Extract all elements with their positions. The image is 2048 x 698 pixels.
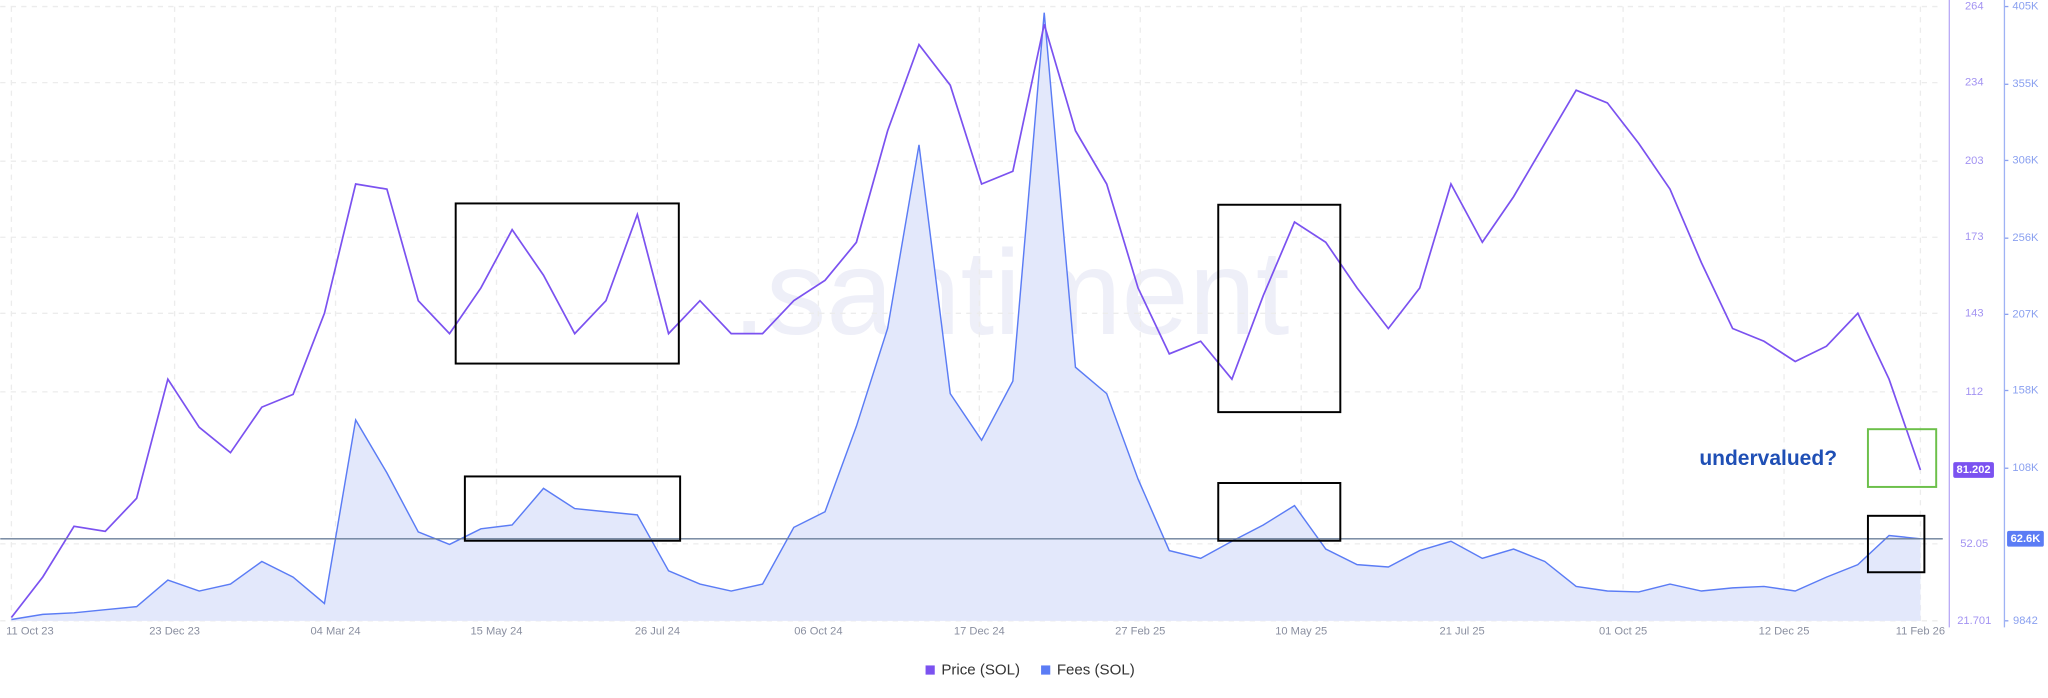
y2-tick-label: 256K — [2012, 232, 2039, 244]
x-tick-label: 17 Dec 24 — [954, 625, 1005, 637]
current-label: 81.202 — [1957, 464, 1991, 476]
legend-swatch — [1041, 665, 1051, 675]
fees-area — [11, 12, 1921, 621]
current-label: 62.6K — [2011, 533, 2041, 545]
box — [1217, 203, 1342, 414]
y2-tick-label: 405K — [2012, 1, 2039, 13]
x-tick-label: 21 Jul 25 — [1440, 625, 1485, 637]
x-tick-label: 10 May 25 — [1275, 625, 1327, 637]
box — [1866, 428, 1938, 488]
y-tick-label: 52.05 — [1960, 538, 1988, 550]
y-tick-label: 234 — [1965, 77, 1984, 89]
y-tick-label: 173 — [1965, 231, 1984, 243]
y-tick-label: 112 — [1965, 386, 1983, 398]
y2-tick-label: 108K — [2012, 462, 2039, 474]
y-tick-label: 264 — [1965, 1, 1984, 13]
x-tick-label: 27 Feb 25 — [1115, 625, 1165, 637]
series-line — [10, 24, 1922, 619]
current-badge — [2007, 530, 2044, 547]
current-badge — [1953, 462, 1994, 478]
x-tick-label: 11 Oct 23 — [6, 625, 53, 637]
legend-swatch — [925, 665, 935, 675]
x-tick-label: 11 Feb 26 — [1896, 625, 1945, 637]
x-tick-label: 26 Jul 24 — [635, 625, 680, 637]
x-tick-label: 15 May 24 — [470, 625, 522, 637]
box — [1217, 482, 1342, 542]
x-tick-label: 06 Oct 24 — [794, 625, 842, 637]
y-tick-label: 21.701 — [1957, 615, 1991, 627]
series-line — [11, 12, 1921, 621]
legend-label: Price (SOL) — [941, 662, 1020, 679]
y2-tick-label: 207K — [2012, 308, 2039, 320]
x-tick-label: 04 Mar 24 — [310, 625, 360, 637]
y-tick-label: 203 — [1965, 155, 1984, 167]
legend-label: Fees (SOL) — [1057, 662, 1135, 679]
box — [463, 475, 682, 542]
box — [454, 202, 680, 365]
annotation: undervalued? — [1699, 447, 1837, 470]
x-tick-label: 23 Dec 23 — [149, 625, 200, 637]
y2-tick-label: 158K — [2012, 384, 2039, 396]
x-tick-label: 01 Oct 25 — [1599, 625, 1647, 637]
y-tick-label: 143 — [1965, 307, 1984, 319]
highlight-boxes — [454, 202, 1938, 574]
x-tick-label: 12 Dec 25 — [1759, 625, 1810, 637]
box — [1866, 514, 1926, 574]
watermark: .santiment — [732, 225, 1289, 360]
y2-tick-label: 306K — [2012, 154, 2039, 166]
y2-tick-label: 9842 — [2013, 615, 2038, 627]
y2-tick-label: 355K — [2012, 78, 2039, 90]
